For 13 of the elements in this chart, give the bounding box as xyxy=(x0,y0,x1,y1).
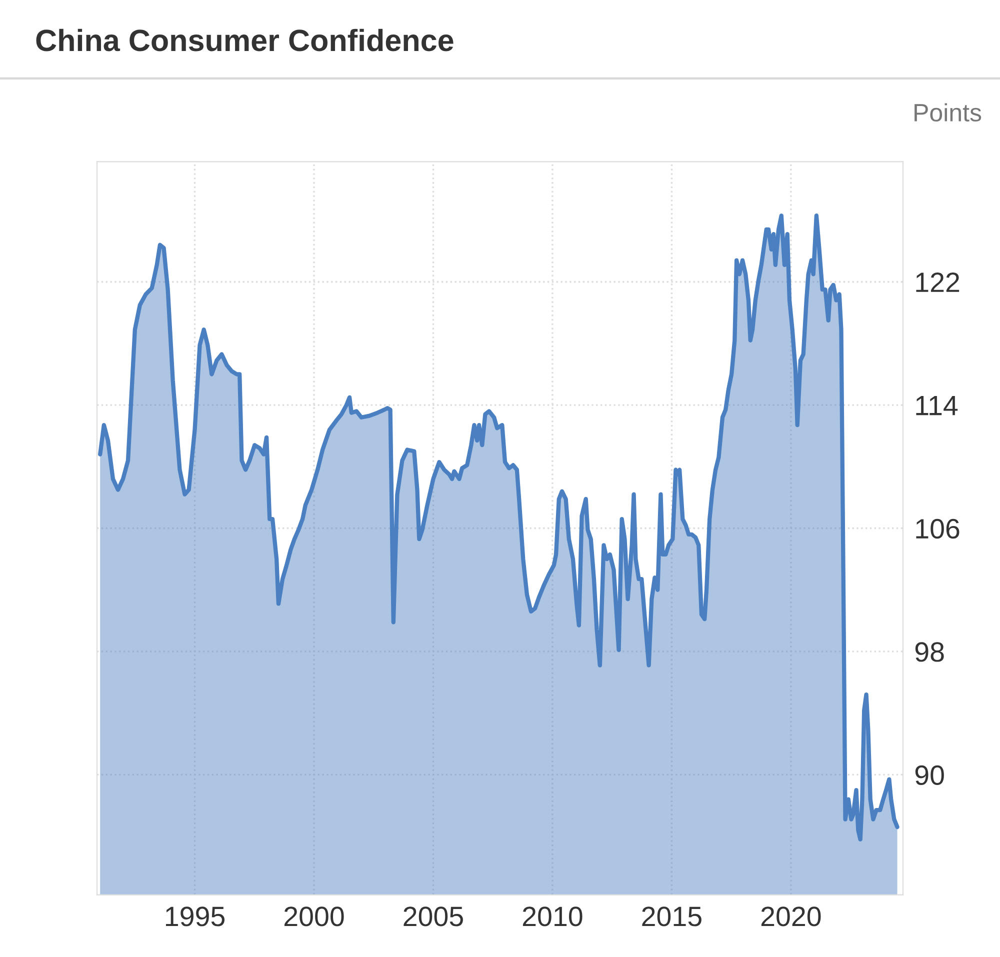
y-tick-label: 98 xyxy=(915,642,944,662)
y-tick-label: 90 xyxy=(915,765,944,786)
y-axis-title: Points xyxy=(914,103,982,122)
y-tick-label: 106 xyxy=(916,518,960,539)
x-tick-label: 2005 xyxy=(404,906,463,926)
x-tick-label: 1995 xyxy=(166,906,225,926)
y-tick-label: 114 xyxy=(916,396,958,416)
chart-title: China Consumer Confidence xyxy=(36,28,454,52)
x-tick-label: 2010 xyxy=(522,906,582,926)
x-tick-label: 2000 xyxy=(284,906,344,926)
x-tick-label: 2015 xyxy=(642,906,702,926)
x-tick-label: 2020 xyxy=(761,906,821,926)
y-tick-label: 122 xyxy=(916,272,960,292)
